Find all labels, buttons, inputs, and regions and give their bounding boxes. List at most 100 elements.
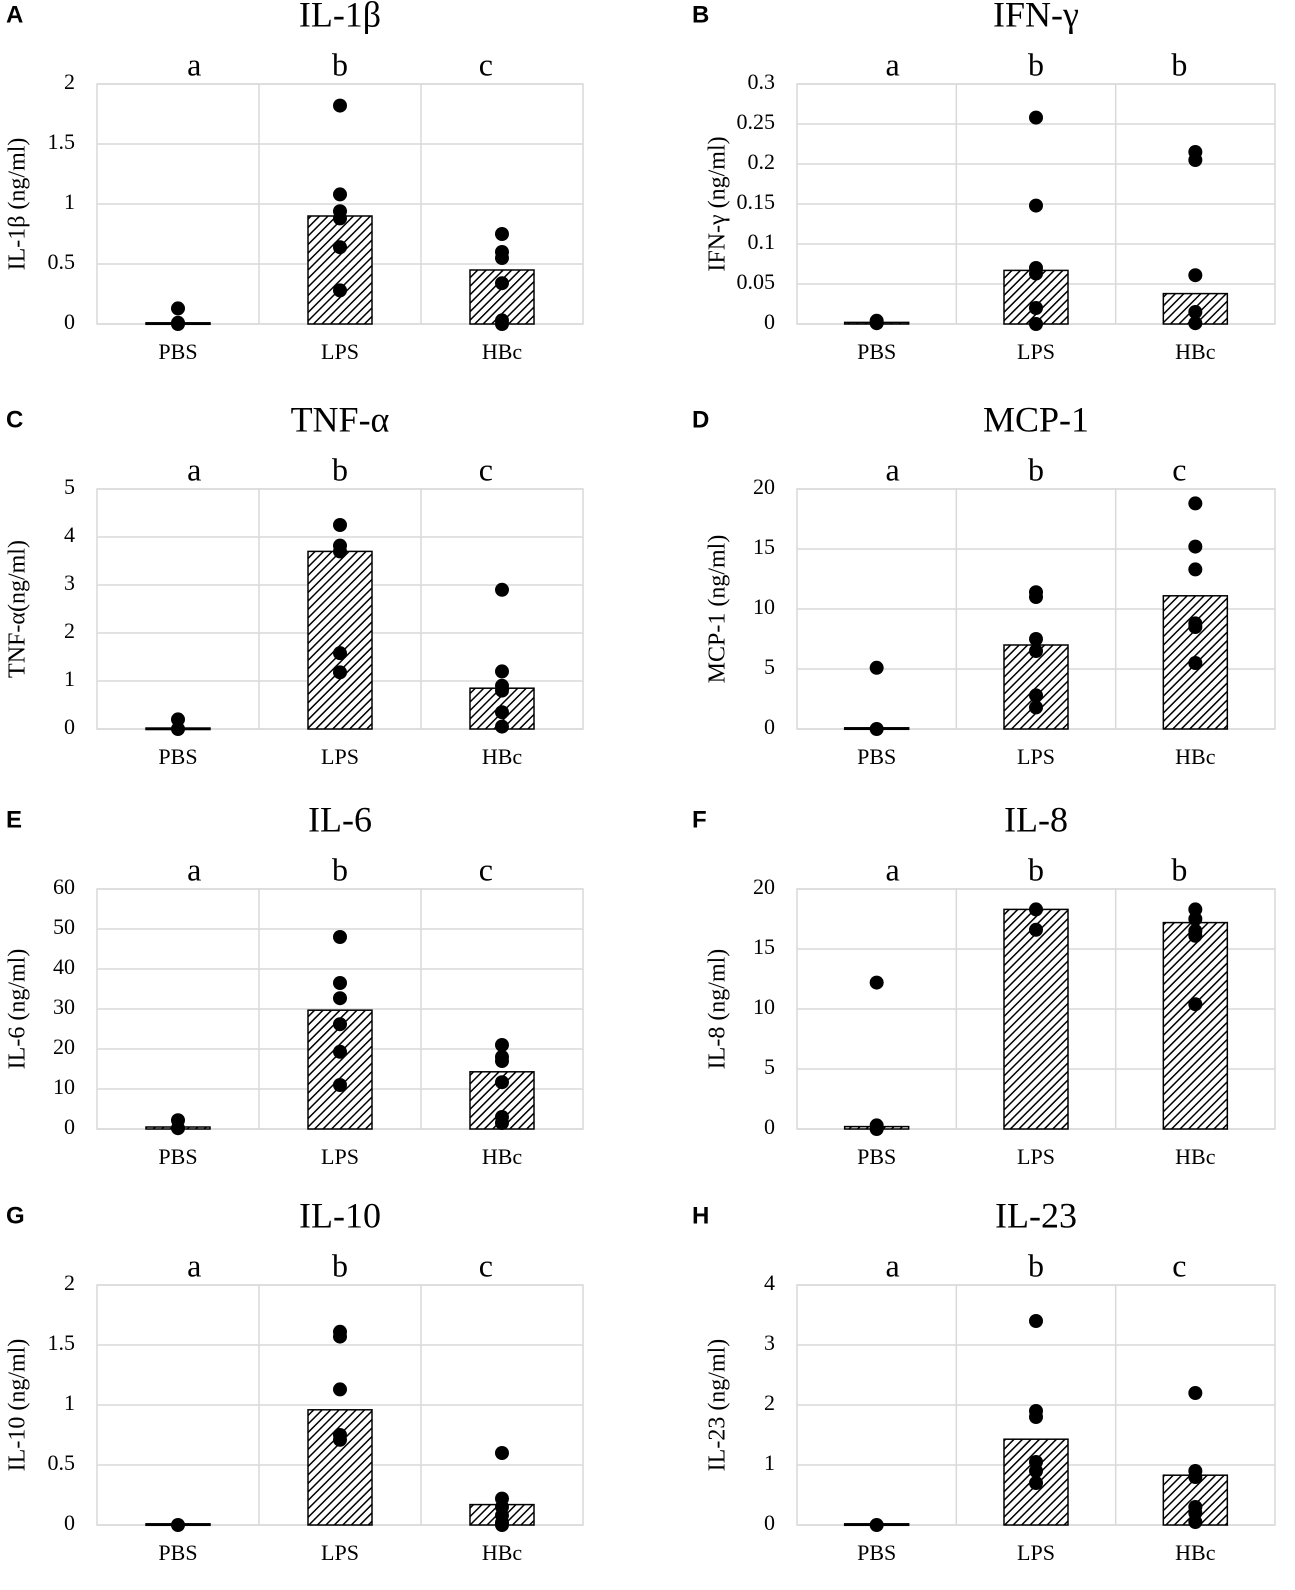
data-point: [1188, 562, 1203, 577]
x-tick-label: HBc: [1175, 1540, 1216, 1565]
data-point: [1188, 928, 1203, 943]
y-tick-label: 0: [64, 309, 75, 334]
data-point: [1029, 110, 1043, 125]
x-tick-label: LPS: [321, 339, 359, 364]
y-axis-label: IL-6 (ng/ml): [5, 949, 31, 1070]
x-tick-label: LPS: [1017, 339, 1055, 364]
panel-letter: G: [6, 1202, 25, 1229]
y-tick-label: 10: [753, 594, 775, 619]
data-point: [495, 582, 509, 597]
data-point: [333, 1017, 347, 1032]
data-point: [1188, 620, 1203, 634]
data-point: [333, 1044, 347, 1059]
data-point: [171, 1518, 185, 1532]
y-tick-label: 0: [764, 714, 775, 739]
significance-letter: a: [885, 851, 899, 887]
y-tick-label: 5: [64, 474, 75, 499]
y-tick-label: 20: [753, 874, 775, 899]
y-tick-label: 5: [764, 654, 775, 679]
data-point: [1188, 1386, 1203, 1400]
data-point: [1188, 656, 1203, 670]
data-point: [495, 683, 509, 698]
bar: [307, 550, 373, 730]
data-point: [1188, 268, 1203, 283]
bar: [307, 215, 373, 325]
data-point: [869, 1518, 884, 1532]
data-point: [333, 646, 347, 661]
y-tick-label: 0.5: [48, 1450, 76, 1475]
significance-letter: c: [1172, 1247, 1186, 1283]
bar: [307, 1409, 373, 1526]
data-point: [495, 1518, 509, 1532]
data-point: [1029, 1464, 1043, 1478]
y-tick-label: 0: [764, 1510, 775, 1535]
x-tick-label: PBS: [857, 744, 896, 769]
data-point: [171, 722, 185, 736]
x-tick-label: PBS: [857, 339, 896, 364]
data-point: [333, 1078, 347, 1092]
data-point: [1029, 700, 1043, 715]
y-tick-label: 1: [64, 666, 75, 691]
data-point: [495, 251, 509, 265]
y-axis-label: TNF-α(ng/ml): [5, 540, 31, 678]
significance-letter: a: [885, 1247, 899, 1283]
y-axis-label: MCP-1 (ng/ml): [705, 535, 731, 684]
chart-title: TNF-α: [291, 399, 390, 439]
data-point: [869, 975, 884, 990]
data-point: [1188, 305, 1203, 319]
y-tick-label: 4: [764, 1270, 775, 1295]
chart-title: IL-8: [1004, 799, 1068, 839]
x-tick-label: LPS: [321, 744, 359, 769]
y-axis-label: IL-8 (ng/ml): [705, 949, 731, 1070]
y-tick-label: 30: [53, 994, 75, 1019]
y-axis-label: IL-10 (ng/ml): [5, 1339, 31, 1472]
data-point: [1029, 688, 1043, 703]
x-tick-label: PBS: [158, 744, 197, 769]
y-tick-label: 40: [53, 954, 75, 979]
y-tick-label: 5: [764, 1054, 775, 1079]
y-tick-label: 0: [764, 1114, 775, 1139]
data-point: [495, 227, 509, 241]
x-tick-label: PBS: [158, 1540, 197, 1565]
x-tick-label: PBS: [158, 1144, 197, 1169]
panel-letter: C: [6, 406, 23, 433]
data-point: [495, 317, 509, 331]
data-point: [869, 660, 884, 675]
data-point: [1029, 317, 1043, 331]
x-tick-label: PBS: [857, 1540, 896, 1565]
significance-letter: b: [332, 46, 348, 82]
data-point: [333, 930, 347, 944]
y-tick-label: 0.15: [737, 189, 776, 214]
bar: [1003, 908, 1069, 1130]
data-point: [495, 1446, 509, 1460]
significance-letter: c: [479, 451, 493, 487]
y-axis-label: IL-1β (ng/ml): [5, 138, 31, 271]
data-point: [333, 544, 347, 559]
chart-title: IFN-γ: [993, 0, 1079, 34]
data-point: [333, 1432, 347, 1447]
x-tick-label: LPS: [1017, 1144, 1055, 1169]
y-tick-label: 4: [64, 522, 75, 547]
y-tick-label: 2: [764, 1390, 775, 1415]
x-tick-label: HBc: [482, 1144, 523, 1169]
data-point: [495, 664, 509, 679]
data-point: [1029, 1314, 1043, 1328]
y-axis-label: IL-23 (ng/ml): [705, 1339, 731, 1472]
y-tick-label: 3: [64, 570, 75, 595]
panel-letter: E: [6, 806, 22, 833]
significance-letter: a: [187, 851, 201, 887]
data-point: [333, 1382, 347, 1397]
data-point: [171, 315, 185, 330]
chart-title: MCP-1: [983, 399, 1089, 439]
x-tick-label: LPS: [1017, 744, 1055, 769]
data-point: [333, 98, 347, 113]
data-point: [1029, 301, 1043, 315]
y-tick-label: 1.5: [48, 1330, 76, 1355]
x-tick-label: HBc: [482, 1540, 523, 1565]
significance-letter: b: [332, 1247, 348, 1283]
data-point: [869, 316, 884, 331]
significance-letter: a: [187, 1247, 201, 1283]
panel-letter: B: [692, 1, 709, 28]
data-point: [1188, 997, 1203, 1012]
x-tick-label: HBc: [482, 339, 523, 364]
